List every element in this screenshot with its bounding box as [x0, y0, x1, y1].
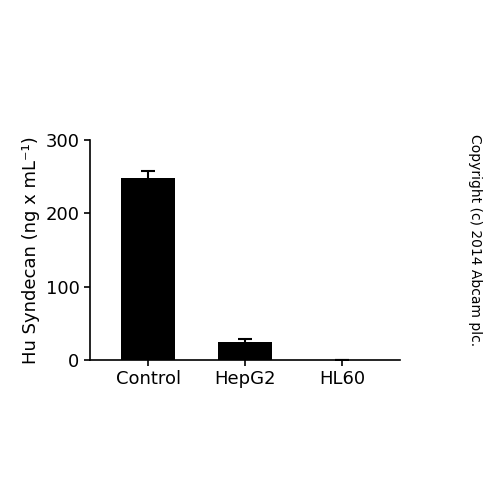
Bar [218, 342, 272, 360]
Bar [122, 178, 175, 360]
Y-axis label: Hu Syndecan (ng x mL⁻¹): Hu Syndecan (ng x mL⁻¹) [22, 136, 40, 364]
Text: Copyright (c) 2014 Abcam plc.: Copyright (c) 2014 Abcam plc. [468, 134, 482, 346]
